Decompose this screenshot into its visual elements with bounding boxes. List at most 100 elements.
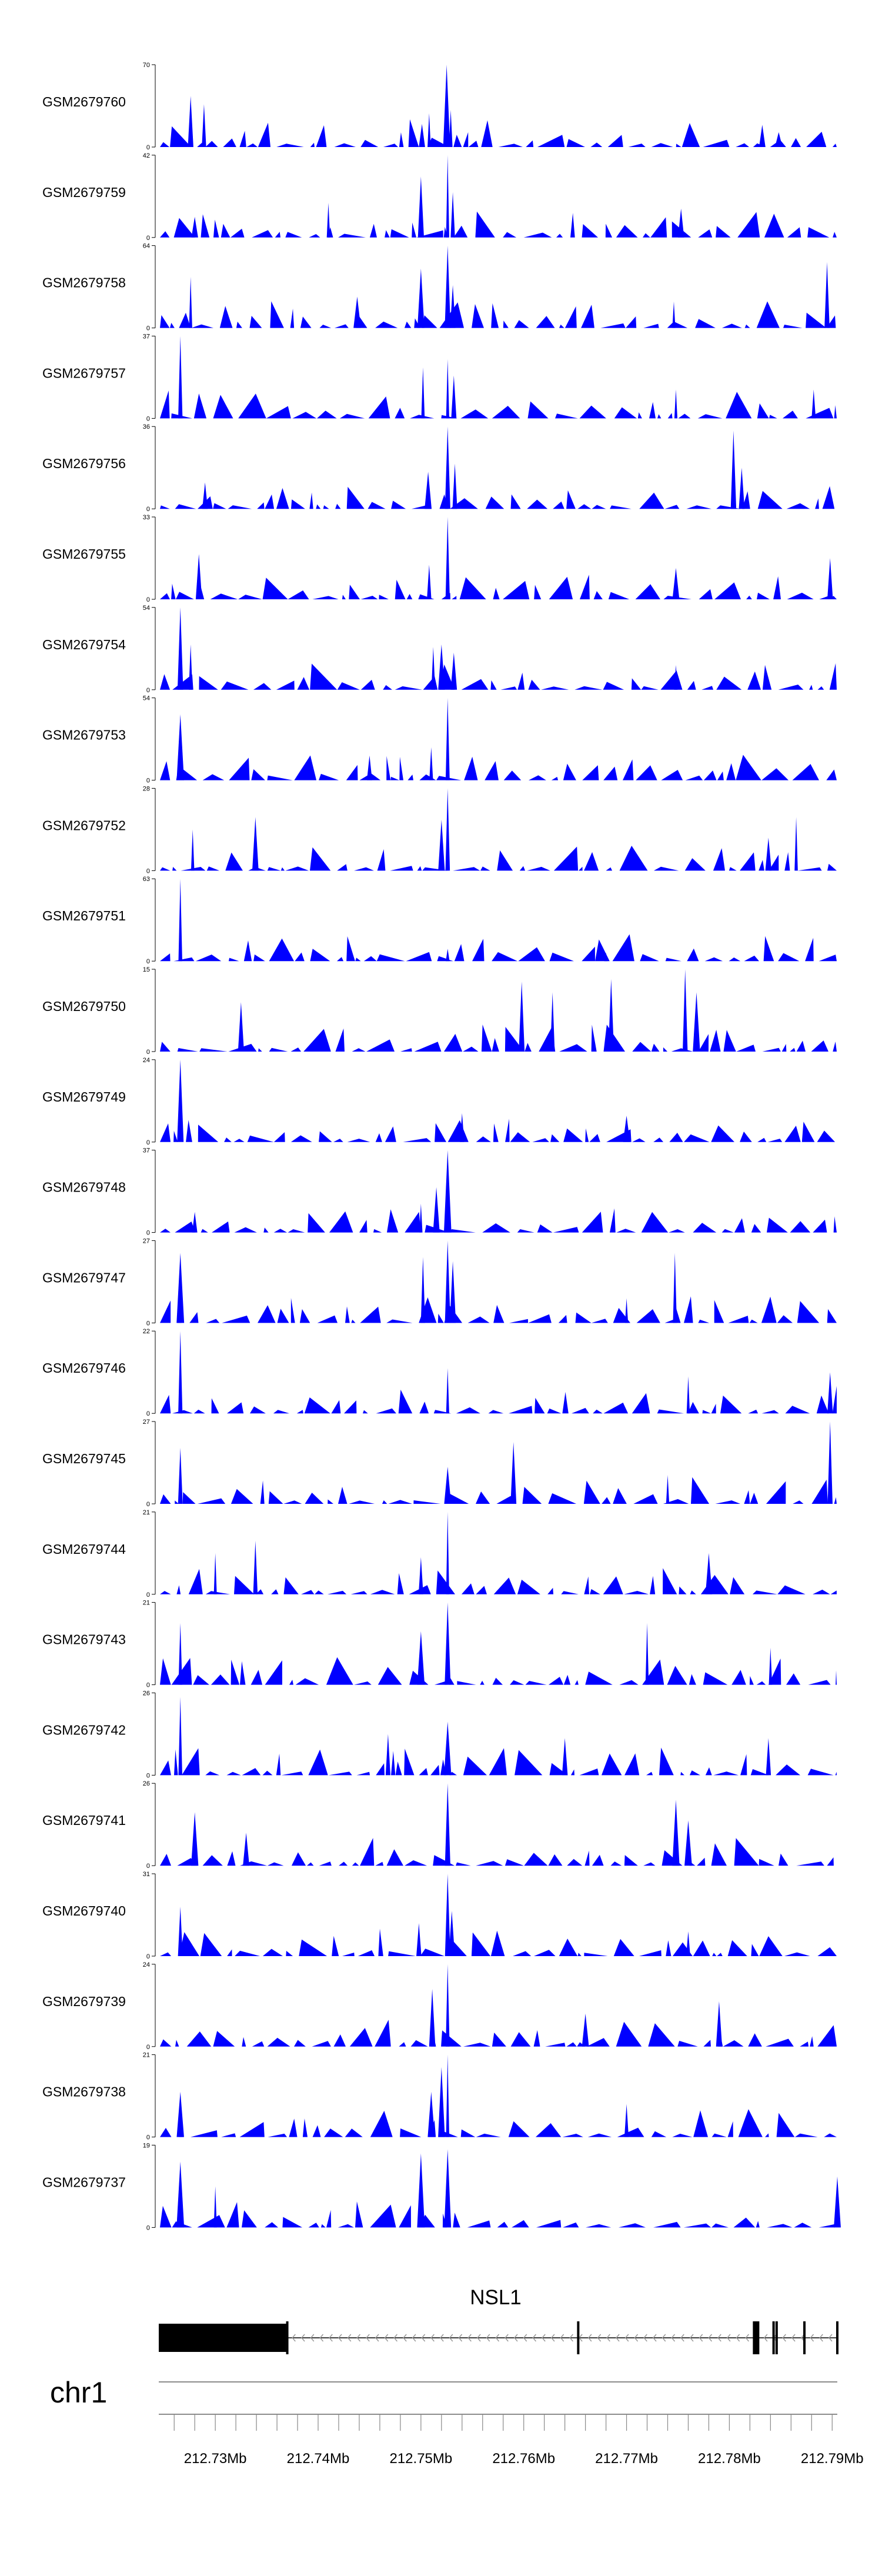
strand-arrow [745, 2334, 749, 2342]
gene-exon [577, 2321, 580, 2354]
coverage-peak [202, 104, 206, 147]
y-zero-label: 0 [146, 2044, 150, 2051]
strand-arrow [662, 2334, 666, 2342]
coverage-peak [766, 1738, 771, 1776]
coverage-peak [417, 2153, 425, 2228]
coverage-peak [450, 285, 456, 328]
coverage-peak [444, 1467, 452, 1504]
coverage-peak [759, 125, 766, 147]
coverage-peak [673, 1253, 677, 1323]
y-max-label: 64 [143, 243, 150, 250]
strand-arrow [430, 2334, 435, 2342]
coverage-peak [449, 110, 453, 147]
y-max-label: 27 [143, 1237, 150, 1244]
strand-arrow [338, 2334, 342, 2342]
track-GSM2679759: GSM2679759 42 0 [42, 152, 837, 242]
coverage-peak [705, 1553, 713, 1594]
coverage-peak [418, 1557, 423, 1594]
coverage-peak [582, 2013, 589, 2047]
coverage-area [159, 119, 837, 147]
track-GSM2679742: GSM2679742 26 0 [42, 1690, 837, 1779]
strand-arrow [532, 2334, 537, 2342]
coverage-peak [716, 2001, 723, 2047]
track-label: GSM2679751 [42, 908, 126, 923]
coverage-peak [827, 558, 833, 599]
track-label: GSM2679750 [42, 999, 126, 1014]
strand-arrow [634, 2334, 639, 2342]
track-GSM2679746: GSM2679746 22 0 [42, 1328, 837, 1417]
coverage-peak [445, 426, 450, 509]
strand-arrow [810, 2334, 814, 2342]
y-max-label: 24 [143, 1057, 150, 1064]
y-max-label: 21 [143, 1600, 150, 1607]
strand-arrow [319, 2334, 324, 2342]
coverage-peak [427, 2091, 435, 2137]
strand-arrow [587, 2334, 592, 2342]
coverage-area [159, 211, 837, 238]
gene-exon [753, 2321, 756, 2354]
track-label: GSM2679759 [42, 185, 126, 200]
coverage-peak [421, 367, 425, 419]
coverage-peak [794, 817, 798, 871]
y-zero-label: 0 [146, 144, 150, 151]
strand-arrow [513, 2334, 518, 2342]
y-zero-label: 0 [146, 1953, 150, 1960]
strand-arrow [421, 2334, 426, 2342]
coverage-peak [427, 565, 432, 599]
y-zero-label: 0 [146, 1863, 150, 1870]
strand-arrow [440, 2334, 444, 2342]
coverage-peak [252, 817, 259, 871]
coverage-area [159, 1296, 837, 1323]
y-max-label: 26 [143, 1780, 150, 1787]
y-max-label: 27 [143, 1419, 150, 1426]
y-zero-label: 0 [146, 1049, 150, 1056]
coverage-area [159, 391, 837, 419]
coverage-peak [604, 953, 608, 962]
coverage-area [159, 486, 835, 509]
strand-arrow [689, 2334, 694, 2342]
y-zero-label: 0 [146, 778, 150, 785]
coverage-peak [730, 431, 737, 509]
y-zero-label: 0 [146, 2224, 150, 2231]
y-zero-label: 0 [146, 1139, 150, 1146]
track-GSM2679757: GSM2679757 37 0 [42, 333, 837, 422]
track-GSM2679748: GSM2679748 37 0 [42, 1147, 837, 1237]
track-GSM2679760: GSM2679760 70 0 [42, 62, 837, 151]
coverage-peak [431, 647, 436, 690]
coverage-peak [683, 969, 688, 1052]
coverage-area [159, 1477, 837, 1504]
y-zero-label: 0 [146, 596, 150, 603]
gene-exon [286, 2321, 289, 2354]
gene-name: NSL1 [470, 2286, 522, 2309]
coverage-peak [449, 1261, 456, 1323]
strand-arrow [366, 2334, 370, 2342]
coverage-peak [774, 132, 783, 147]
coverage-peak [739, 468, 745, 509]
track-GSM2679745: GSM2679745 27 0 [42, 1419, 837, 1508]
coverage-peak [178, 879, 182, 962]
coverage-area [159, 301, 836, 328]
coverage-peak [443, 1150, 452, 1233]
track-GSM2679750: GSM2679750 15 0 [42, 966, 837, 1056]
y-max-label: 54 [143, 695, 150, 702]
coverage-peak [451, 375, 457, 419]
coverage-peak [438, 2067, 445, 2137]
coverage-peak [238, 1002, 244, 1052]
coverage-peak [446, 1964, 450, 2047]
y-max-label: 33 [143, 514, 150, 521]
track-label: GSM2679754 [42, 637, 126, 652]
coverage-peak [445, 1240, 450, 1323]
coverage-area [159, 755, 837, 780]
y-zero-label: 0 [146, 506, 150, 513]
y-zero-label: 0 [146, 867, 150, 875]
coverage-peak [769, 1647, 773, 1685]
strand-arrow [310, 2334, 315, 2342]
y-max-label: 26 [143, 1690, 150, 1697]
track-GSM2679752: GSM2679752 28 0 [42, 785, 837, 875]
track-GSM2679744: GSM2679744 21 0 [42, 1509, 837, 1599]
strand-arrow [412, 2334, 416, 2342]
coverage-peak [189, 644, 193, 690]
track-GSM2679754: GSM2679754 54 0 [42, 605, 837, 694]
coverage-peak [176, 714, 185, 780]
y-zero-label: 0 [146, 1682, 150, 1689]
